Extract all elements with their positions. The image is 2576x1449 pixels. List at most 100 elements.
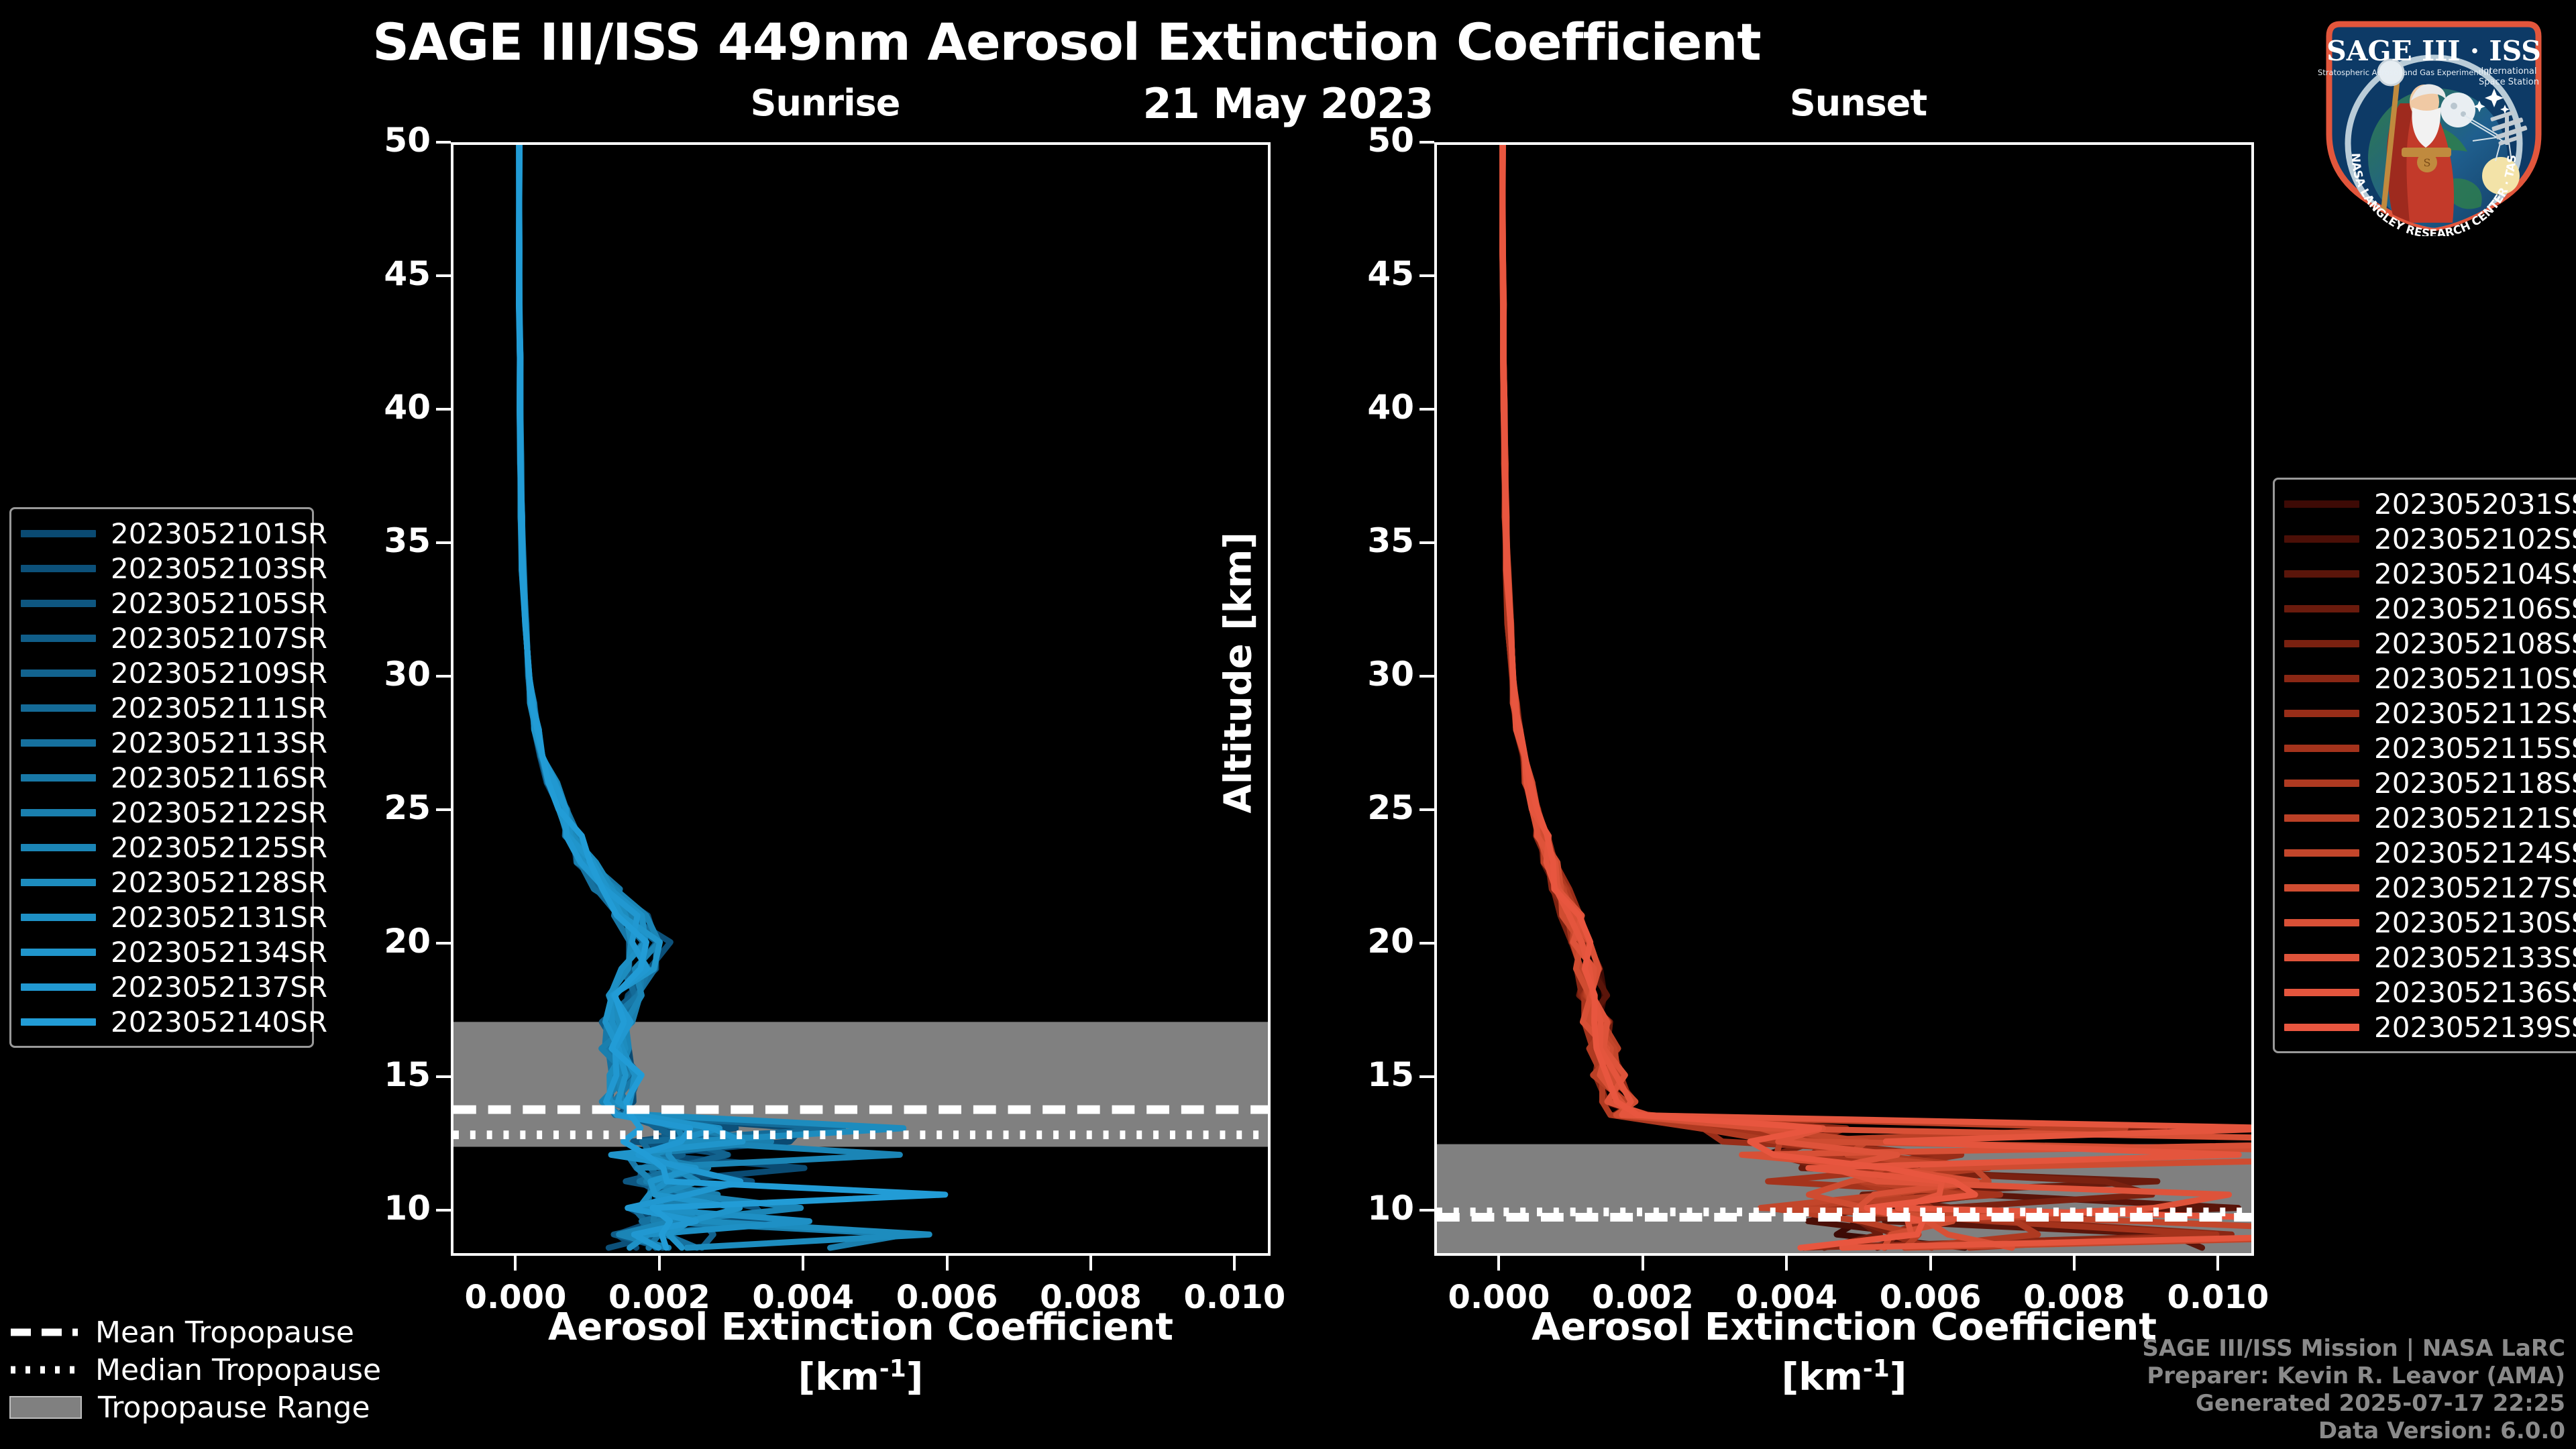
legend-color-swatch — [21, 913, 96, 921]
legend-label-tropopause-range: Tropopause Range — [98, 1390, 370, 1425]
legend-color-swatch — [21, 634, 96, 642]
legend-series-label: 2023052139SS — [2374, 1010, 2576, 1044]
sunrise-y-tick-label: 35 — [384, 521, 431, 561]
legend-item-tropopause-range: Tropopause Range — [9, 1389, 370, 1426]
legend-series-label: 2023052109SR — [111, 656, 328, 690]
legend-item[interactable]: 2023052105SR — [21, 586, 327, 621]
legend-item[interactable]: 2023052125SR — [21, 830, 327, 865]
legend-item[interactable]: 2023052104SS — [2284, 556, 2576, 591]
xunit-exp-sr: -1 — [879, 1355, 906, 1383]
legend-color-swatch — [2284, 709, 2359, 717]
legend-series-label: 2023052115SS — [2374, 731, 2576, 765]
legend-series-label: 2023052106SS — [2374, 592, 2576, 625]
legend-series-label: 2023052128SR — [111, 865, 328, 899]
legend-item[interactable]: 2023052131SR — [21, 900, 327, 934]
footer-line-preparer: Preparer: Kevin R. Leavor (AMA) — [2147, 1362, 2565, 1389]
profile-line — [1499, 145, 1992, 1251]
sunset-x-tick-mark — [1497, 1256, 1501, 1271]
legend-item[interactable]: 2023052107SR — [21, 621, 327, 655]
sunrise-x-tick-label: 0.002 — [608, 1279, 710, 1316]
sunset-x-tick-label: 0.008 — [2023, 1279, 2125, 1316]
legend-item[interactable]: 2023052110SS — [2284, 661, 2576, 696]
sunset-y-tick-label: 35 — [1367, 521, 1414, 561]
profile-line — [1499, 145, 1965, 1251]
legend-series-label: 2023052105SR — [111, 586, 328, 620]
legend-item[interactable]: 2023052130SS — [2284, 905, 2576, 940]
legend-series-label: 2023052116SR — [111, 761, 328, 794]
legend-item[interactable]: 2023052106SS — [2284, 591, 2576, 626]
svg-text:S: S — [2424, 156, 2431, 169]
sunrise-x-tick-mark — [1233, 1256, 1236, 1271]
legend-item[interactable]: 2023052113SR — [21, 725, 327, 760]
legend-item[interactable]: 2023052102SS — [2284, 521, 2576, 556]
sunset-x-axis-unit: [km-1] — [1434, 1355, 2254, 1399]
legend-item[interactable]: 2023052128SR — [21, 865, 327, 900]
sunset-y-tick-label: 45 — [1367, 254, 1414, 294]
legend-series-label: 2023052130SS — [2374, 906, 2576, 939]
sunrise-x-tick-label: 0.008 — [1040, 1279, 1142, 1316]
sunset-x-tick-mark — [1929, 1256, 1932, 1271]
legend-label-median-tropopause: Median Tropopause — [95, 1352, 382, 1387]
legend-series-label: 2023052113SR — [111, 726, 328, 759]
legend-color-swatch — [2284, 674, 2359, 682]
sunset-series-legend[interactable]: 2023052031SS 2023052102SS 2023052104SS 2023… — [2273, 478, 2576, 1053]
sunset-y-tick-label: 10 — [1367, 1189, 1414, 1228]
legend-item[interactable]: 2023052134SR — [21, 934, 327, 969]
legend-item[interactable]: 2023052118SS — [2284, 765, 2576, 800]
legend-item[interactable]: 2023052108SS — [2284, 626, 2576, 661]
profile-line — [1499, 145, 1968, 1251]
sunset-y-tick-mark — [1419, 675, 1434, 678]
legend-item[interactable]: 2023052031SS — [2284, 486, 2576, 521]
legend-item[interactable]: 2023052140SR — [21, 1004, 327, 1039]
legend-item[interactable]: 2023052103SR — [21, 551, 327, 586]
sunset-y-tick-label: 40 — [1367, 388, 1414, 427]
logo-subtitle-right-2: Space Station — [2479, 77, 2539, 87]
legend-label-mean-tropopause: Mean Tropopause — [95, 1315, 354, 1350]
profile-line — [1499, 145, 2041, 1251]
legend-item[interactable]: 2023052139SS — [2284, 1010, 2576, 1044]
legend-item[interactable]: 2023052116SR — [21, 760, 327, 795]
legend-item[interactable]: 2023052133SS — [2284, 940, 2576, 975]
legend-series-label: 2023052102SS — [2374, 522, 2576, 555]
legend-series-label: 2023052104SS — [2374, 557, 2576, 590]
legend-item[interactable]: 2023052111SR — [21, 690, 327, 725]
legend-item[interactable]: 2023052115SS — [2284, 731, 2576, 765]
sunset-y-tick-mark — [1419, 141, 1434, 144]
legend-color-swatch — [2284, 883, 2359, 892]
legend-series-label: 2023052134SR — [111, 935, 328, 969]
sunset-y-axis-label: Altitude [km] — [1216, 532, 1260, 814]
sunset-y-tick-mark — [1419, 274, 1434, 278]
sunrise-y-tick-label: 30 — [384, 655, 431, 694]
legend-item[interactable]: 2023052136SS — [2284, 975, 2576, 1010]
footer-line-generated: Generated 2025-07-17 22:25 — [2196, 1390, 2565, 1417]
legend-series-label: 2023052112SS — [2374, 696, 2576, 730]
sunrise-y-tick-label: 40 — [384, 388, 431, 427]
legend-series-label: 2023052137SR — [111, 970, 328, 1004]
legend-color-swatch — [21, 843, 96, 851]
sunset-panel-title: Sunset — [1789, 82, 1927, 124]
legend-series-label: 2023052103SR — [111, 551, 328, 585]
legend-item[interactable]: 2023052121SS — [2284, 800, 2576, 835]
sunset-y-tick-label: 25 — [1367, 788, 1414, 828]
legend-item[interactable]: 2023052127SS — [2284, 870, 2576, 905]
sunrise-series-legend[interactable]: 2023052101SR 2023052103SR 2023052105SR 2023… — [9, 507, 327, 1048]
sunrise-y-tick-mark — [436, 541, 451, 545]
sunrise-y-tick-label: 45 — [384, 254, 431, 294]
sunrise-y-tick-mark — [436, 942, 451, 945]
dashed-line-icon — [9, 1324, 79, 1341]
legend-item[interactable]: 2023052137SR — [21, 969, 327, 1004]
legend-item[interactable]: 2023052109SR — [21, 655, 327, 690]
legend-color-swatch — [21, 948, 96, 956]
sunset-x-tick-label: 0.004 — [1735, 1279, 1838, 1316]
legend-item[interactable]: 2023052112SS — [2284, 696, 2576, 731]
legend-color-swatch — [21, 669, 96, 677]
sunset-x-tick-mark — [1641, 1256, 1644, 1271]
sunrise-x-tick-mark — [945, 1256, 949, 1271]
legend-item[interactable]: 2023052122SR — [21, 795, 327, 830]
sunrise-x-tick-mark — [1089, 1256, 1093, 1271]
legend-item[interactable]: 2023052124SS — [2284, 835, 2576, 870]
legend-item-mean-tropopause: Mean Tropopause — [9, 1313, 358, 1351]
logo-title: SAGE III · ISS — [2326, 35, 2541, 67]
legend-item[interactable]: 2023052101SR — [21, 516, 327, 551]
sunrise-x-axis-label: Aerosol Extinction Coefficient — [547, 1305, 1174, 1349]
